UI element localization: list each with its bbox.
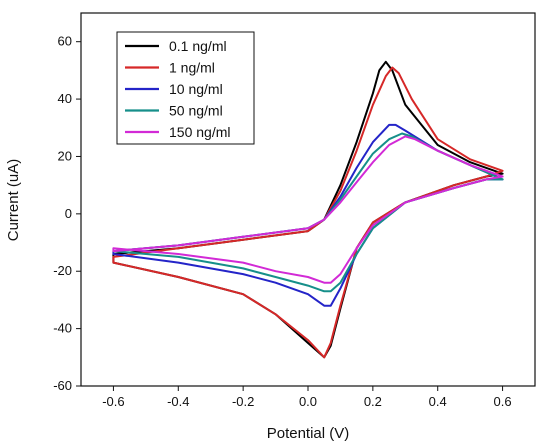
legend: 0.1 ng/ml 1 ng/ml 10 ng/ml 50 ng/ml 150 ng/m… <box>116 31 255 145</box>
series-line <box>112 66 504 359</box>
y-tick-label: -20 <box>53 263 72 278</box>
series-line <box>112 132 504 293</box>
x-tick-label: -0.4 <box>167 394 189 409</box>
series-line <box>112 60 504 359</box>
x-tick-label: 0.2 <box>364 394 382 409</box>
y-tick-label: 20 <box>58 148 72 163</box>
legend-label: 50 ng/ml <box>169 103 223 119</box>
series-line <box>112 123 504 307</box>
y-tick-label: 40 <box>58 91 72 106</box>
legend-label: 0.1 ng/ml <box>169 38 227 54</box>
x-tick-label: -0.2 <box>232 394 254 409</box>
series-line <box>112 135 504 284</box>
x-tick-label: 0.6 <box>494 394 512 409</box>
y-tick-label: 60 <box>58 34 72 49</box>
legend-label: 1 ng/ml <box>169 60 215 76</box>
x-tick-label: 0.0 <box>299 394 317 409</box>
y-tick-label: -40 <box>53 321 72 336</box>
legend-label: 150 ng/ml <box>169 124 230 140</box>
x-tick-label: -0.6 <box>102 394 124 409</box>
y-tick-label: 0 <box>65 206 72 221</box>
tick-layer: -0.6 -0.4 -0.2 0.0 0.2 0.4 0.6 -60 -40 -20 0 20 40 60 <box>53 34 511 409</box>
x-tick-label: 0.4 <box>429 394 447 409</box>
x-axis-title: Potential (V) <box>267 425 350 442</box>
legend-label: 10 ng/ml <box>169 81 223 97</box>
y-axis-title: Current (uA) <box>5 159 22 242</box>
series-layer <box>112 60 504 359</box>
y-tick-label: -60 <box>53 378 72 393</box>
